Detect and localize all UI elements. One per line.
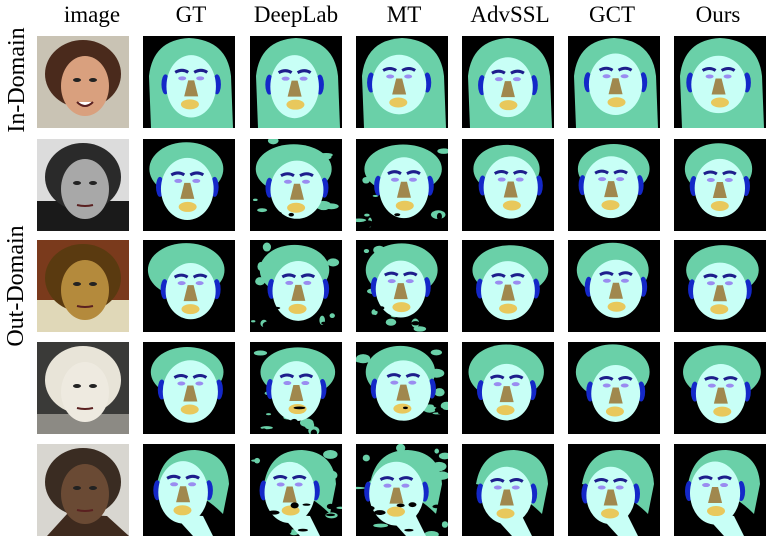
photo-painted-child-face (37, 240, 129, 332)
segmentation-gct-row-1 (568, 36, 660, 128)
segmentation-mask (250, 342, 342, 434)
segmentation-mask (250, 139, 342, 231)
segmentation-mask (143, 444, 235, 536)
segmentation-gct-row-3 (568, 240, 660, 332)
segmentation-mask (143, 139, 235, 231)
segmentation-advssl-row-4 (462, 342, 554, 434)
column-header-gct: GCT (589, 2, 635, 27)
segmentation-mask (356, 139, 448, 231)
segmentation-mt-row-2 (356, 139, 448, 231)
segmentation-mask (356, 342, 448, 434)
segmentation-mask (143, 36, 235, 128)
segmentation-mask (462, 444, 554, 536)
segmentation-mask (568, 139, 660, 231)
segmentation-mask (674, 342, 766, 434)
segmentation-ours-row-2 (674, 139, 766, 231)
column-header-image: image (63, 2, 121, 27)
segmentation-advssl-row-5 (462, 444, 554, 536)
column-header-gt: GT (175, 2, 207, 27)
photo-white-sculpture-head (37, 342, 129, 434)
segmentation-gct-row-4 (568, 342, 660, 434)
segmentation-mask (250, 444, 342, 536)
row-label-in-domain: In-Domain (4, 27, 30, 133)
segmentation-advssl-row-2 (462, 139, 554, 231)
column-header-deeplab: DeepLab (253, 2, 339, 27)
face-photo-thumbnail (37, 36, 129, 128)
segmentation-mask (568, 342, 660, 434)
segmentation-deeplab-row-4 (250, 342, 342, 434)
segmentation-mask (356, 444, 448, 536)
segmentation-mask (462, 240, 554, 332)
segmentation-ours-row-5 (674, 444, 766, 536)
segmentation-ours-row-4 (674, 342, 766, 434)
segmentation-mask (568, 444, 660, 536)
photo-bronze-bust-face (37, 444, 129, 536)
segmentation-gt-row-3 (143, 240, 235, 332)
segmentation-ours-row-1 (674, 36, 766, 128)
face-photo-thumbnail (37, 240, 129, 332)
segmentation-gt-row-5 (143, 444, 235, 536)
column-header-mt: MT (386, 2, 422, 27)
segmentation-mask (250, 36, 342, 128)
segmentation-mt-row-4 (356, 342, 448, 434)
segmentation-mask (674, 36, 766, 128)
segmentation-mask (674, 240, 766, 332)
segmentation-deeplab-row-3 (250, 240, 342, 332)
segmentation-mask (674, 139, 766, 231)
segmentation-deeplab-row-5 (250, 444, 342, 536)
segmentation-deeplab-row-2 (250, 139, 342, 231)
segmentation-mt-row-5 (356, 444, 448, 536)
photo-smiling-woman-brown-hair (37, 36, 129, 128)
segmentation-deeplab-row-1 (250, 36, 342, 128)
face-photo-thumbnail (37, 342, 129, 434)
row-label-out-domain: Out-Domain (3, 225, 29, 347)
segmentation-gct-row-5 (568, 444, 660, 536)
segmentation-advssl-row-3 (462, 240, 554, 332)
face-photo-thumbnail (37, 444, 129, 536)
segmentation-mask (568, 240, 660, 332)
segmentation-mask (356, 240, 448, 332)
segmentation-mask (250, 240, 342, 332)
segmentation-gt-row-2 (143, 139, 235, 231)
segmentation-advssl-row-1 (462, 36, 554, 128)
segmentation-mask (462, 139, 554, 231)
segmentation-mask (143, 240, 235, 332)
segmentation-mask (462, 342, 554, 434)
column-header-advssl: AdvSSL (470, 2, 550, 27)
segmentation-mask (568, 36, 660, 128)
column-header-ours: Ours (695, 2, 741, 27)
segmentation-mask (674, 444, 766, 536)
segmentation-ours-row-3 (674, 240, 766, 332)
face-photo-thumbnail (37, 139, 129, 231)
segmentation-mt-row-3 (356, 240, 448, 332)
segmentation-mt-row-1 (356, 36, 448, 128)
segmentation-gt-row-1 (143, 36, 235, 128)
segmentation-mask (356, 36, 448, 128)
segmentation-gt-row-4 (143, 342, 235, 434)
photo-grayscale-portrait-man (37, 139, 129, 231)
segmentation-mask (462, 36, 554, 128)
segmentation-mask (143, 342, 235, 434)
segmentation-gct-row-2 (568, 139, 660, 231)
